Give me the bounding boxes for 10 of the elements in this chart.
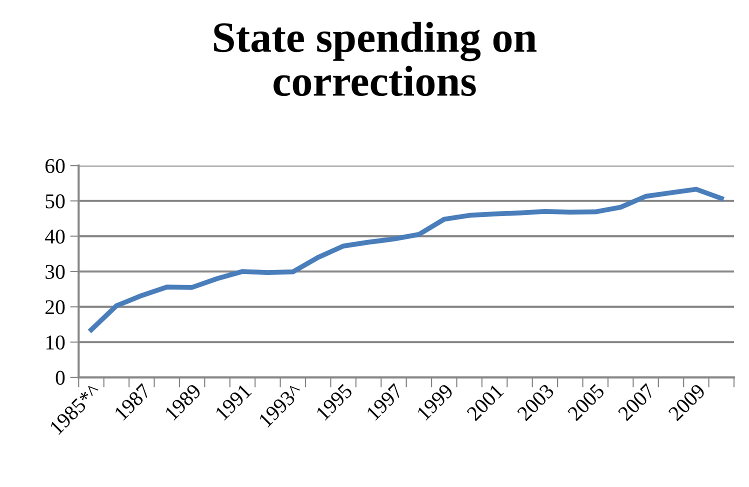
y-tick-label: 10 [46,335,65,350]
y-tick-label: 60 [46,158,65,174]
y-tick-label: 20 [46,300,65,314]
x-tick-label: 1991 [214,384,252,421]
y-tick-label: 50 [46,194,65,208]
y-tick-label: 30 [46,264,65,279]
y-tick-label: 40 [45,230,65,244]
chart-title: State spending on corrections [214,22,537,96]
y-tick-label: 0 [56,370,65,385]
line-series [88,186,724,332]
